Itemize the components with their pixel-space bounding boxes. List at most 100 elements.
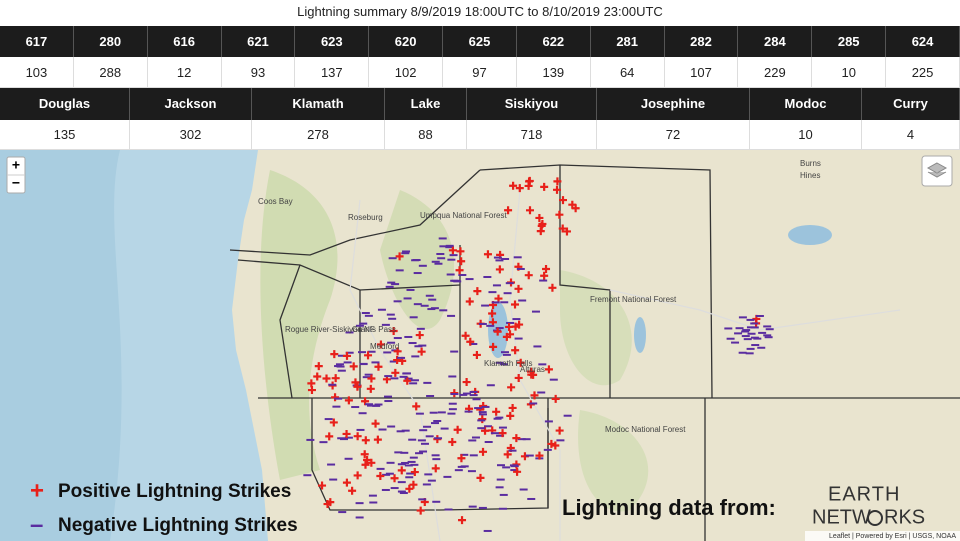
title: Lightning summary 8/9/2019 18:00UTC to 8…: [297, 4, 663, 19]
layers-control[interactable]: [921, 155, 953, 187]
positive-strike: [502, 332, 511, 341]
positive-strike: [364, 351, 373, 360]
positive-strike: [326, 498, 335, 507]
positive-strike: [515, 184, 524, 193]
place-label: Modoc National Forest: [605, 425, 686, 434]
positive-strike: [389, 326, 398, 335]
place-label: Alturas: [520, 365, 545, 374]
positive-strike: [390, 474, 399, 483]
positive-strike: [342, 429, 351, 438]
positive-strike: [527, 367, 536, 376]
positive-strike: [391, 368, 400, 377]
header-cell: 625: [443, 26, 517, 57]
place-label: Hines: [800, 171, 820, 180]
positive-strike: [348, 486, 357, 495]
value-cell: 278: [252, 120, 385, 150]
positive-strike: [367, 374, 376, 383]
place-label: Klamath Falls: [484, 359, 532, 368]
roads: [349, 189, 901, 541]
zoom-out[interactable]: −: [12, 175, 20, 191]
layers-icon: [926, 162, 948, 178]
zoom-in[interactable]: +: [12, 157, 20, 173]
positive-strike: [504, 206, 513, 215]
positive-strike: [349, 362, 358, 371]
positive-strike: [548, 283, 557, 292]
attribution: Leaflet | Powered by Esri | USGS, NOAA: [829, 533, 956, 540]
positive-strike: [376, 472, 385, 481]
positive-strike: [493, 327, 502, 336]
logo: NETW RKS: [812, 506, 925, 528]
source-text: Lightning data from:: [562, 495, 776, 520]
positive-strike: [553, 185, 562, 194]
positive-strike: [506, 411, 515, 420]
positive-strike: [540, 182, 549, 191]
positive-strike: [542, 265, 551, 274]
positive-strike: [512, 434, 521, 443]
logo-text: RKS: [884, 506, 925, 528]
header-cell: 281: [590, 26, 665, 57]
zoom-control[interactable]: + −: [6, 156, 26, 194]
positive-strike: [331, 393, 340, 402]
positive-strike: [551, 441, 560, 450]
place-label: Rogue River-Siskiyou NF: [285, 325, 375, 334]
positive-strike: [465, 297, 474, 306]
forest: [260, 170, 338, 480]
positive-strike: [403, 376, 412, 385]
place-labels: Coos Bay Roseburg Grants Pass Medford Klamat…: [258, 159, 821, 434]
value-cell: 103: [0, 57, 74, 88]
positive-strike: [544, 365, 553, 374]
place-label: Roseburg: [348, 213, 383, 222]
value-cell: 139: [516, 57, 591, 88]
positive-strike: [488, 309, 497, 318]
positive-strike: [373, 435, 382, 444]
positive-strike: [558, 224, 567, 233]
value-cell: 229: [738, 57, 813, 88]
positive-strike: [313, 372, 322, 381]
positive-strike: [405, 484, 414, 493]
positive-strike: [393, 347, 402, 356]
positive-strike: [476, 473, 485, 482]
table1-header: 617 280 616 621 623 620 625 622 281 282 284 285 624: [0, 26, 960, 57]
table2-row: 135 302 278 88 718 72 10 4: [0, 120, 960, 150]
positive-strike: [535, 451, 544, 460]
positive-strike: [508, 403, 517, 412]
strikes: [303, 176, 774, 532]
positive-strike: [367, 458, 376, 467]
positive-strike: [353, 382, 362, 391]
header-cell: Josephine: [597, 88, 750, 120]
positive-strike: [329, 418, 338, 427]
header-cell: Klamath: [252, 88, 385, 120]
positive-strike: [353, 471, 362, 480]
positive-strike: [489, 342, 498, 351]
value-cell: 302: [130, 120, 252, 150]
positive-strike: [325, 432, 334, 441]
forest: [578, 410, 649, 512]
positive-strike: [458, 516, 467, 525]
positive-strike: [371, 419, 380, 428]
value-cell: 225: [886, 57, 960, 88]
positive-strike: [553, 177, 562, 186]
positive-strike: [516, 358, 525, 367]
value-cell: 93: [221, 57, 296, 88]
positive-strike: [568, 200, 577, 209]
positive-strike: [376, 340, 385, 349]
positive-strike: [431, 464, 440, 473]
positive-strike: [558, 196, 567, 205]
positive-strike: [416, 506, 425, 515]
positive-strike: [318, 481, 327, 490]
value-cell: 135: [0, 120, 130, 150]
positive-strike: [514, 284, 523, 293]
positive-strike: [466, 337, 475, 346]
positive-strike: [555, 210, 564, 219]
positive-strike: [361, 460, 370, 469]
header-cell: 620: [369, 26, 444, 57]
positive-strike: [483, 250, 492, 259]
positive-strike: [462, 378, 471, 387]
value-cell: 88: [385, 120, 467, 150]
logo-text: NETW: [812, 506, 871, 528]
value-cell: 288: [73, 57, 148, 88]
header-cell: Douglas: [0, 88, 130, 120]
positive-strike: [525, 206, 534, 215]
positive-strike: [351, 378, 360, 387]
